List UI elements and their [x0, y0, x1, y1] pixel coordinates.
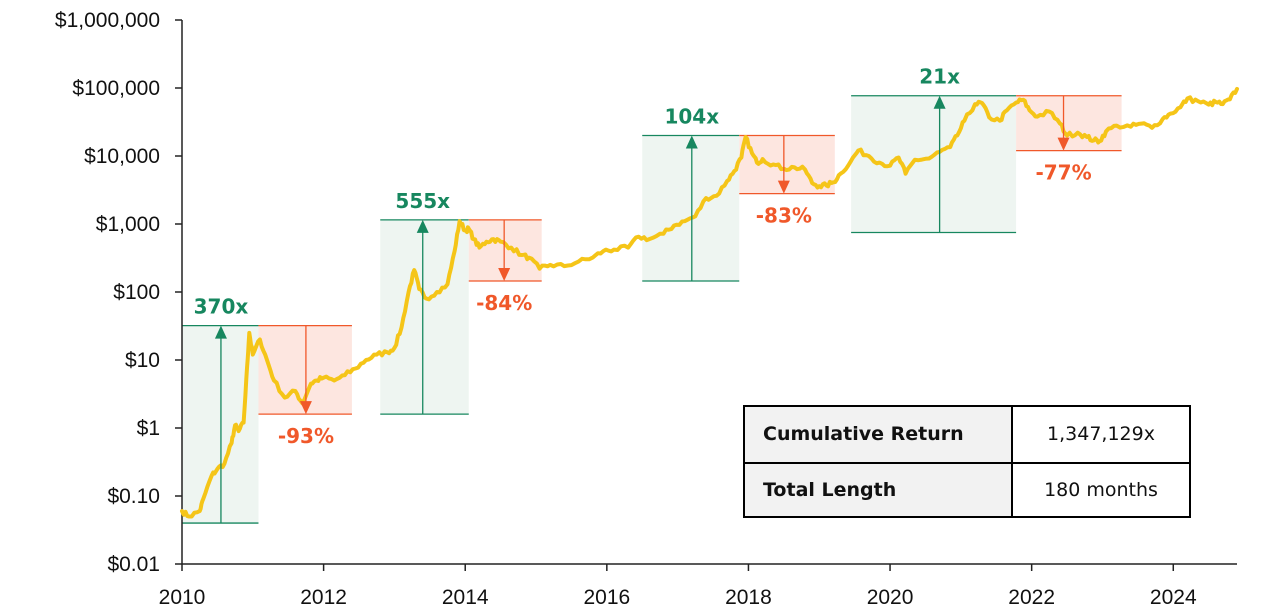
- rally-arrowhead: [933, 95, 946, 109]
- drawdown-arrowhead: [1057, 137, 1070, 151]
- x-tick-label: 2012: [300, 586, 347, 609]
- summary-row-cumulative-return: Cumulative Return 1,347,129x: [745, 407, 1189, 462]
- y-tick-label: $0.10: [107, 485, 160, 508]
- y-tick-label: $1: [137, 417, 160, 440]
- x-tick-label: 2024: [1150, 586, 1197, 609]
- drawdown-percent-label: -77%: [1035, 161, 1091, 185]
- y-tick-label: $100,000: [72, 77, 160, 100]
- y-tick-label: $1,000,000: [55, 9, 160, 32]
- x-tick-label: 2022: [1008, 586, 1055, 609]
- rally-multiple-label: 555x: [395, 189, 450, 213]
- x-tick-label: 2016: [583, 586, 630, 609]
- summary-row-total-length: Total Length 180 months: [745, 461, 1189, 516]
- rally-multiple-label: 370x: [194, 295, 249, 319]
- x-tick-label: 2010: [159, 586, 206, 609]
- drawdown-arrowhead: [777, 180, 790, 194]
- y-tick-label: $0.01: [107, 553, 160, 576]
- summary-value: 1,347,129x: [1047, 423, 1155, 446]
- drawdown-percent-label: -84%: [476, 291, 532, 315]
- price-line: [180, 86, 1239, 519]
- rally-arrowhead: [416, 219, 429, 233]
- drawdown-percent-label: -83%: [756, 204, 812, 228]
- rally-box: [642, 135, 740, 282]
- rally-arrowhead: [685, 135, 698, 149]
- drawdown-arrowhead: [299, 401, 312, 415]
- summary-label: Total Length: [745, 463, 1013, 516]
- y-tick-label: $1,000: [96, 213, 160, 236]
- summary-label: Cumulative Return: [745, 407, 1013, 462]
- drawdown-percent-label: -93%: [278, 424, 334, 448]
- y-tick-label: $10: [125, 349, 160, 372]
- rally-multiple-label: 104x: [664, 105, 719, 129]
- summary-value: 180 months: [1044, 478, 1158, 501]
- x-tick-label: 2018: [725, 586, 772, 609]
- y-tick-label: $10,000: [84, 145, 160, 168]
- x-tick-label: 2020: [867, 586, 914, 609]
- rally-multiple-label: 21x: [919, 65, 960, 89]
- rally-arrowhead: [214, 325, 227, 339]
- drawdown-arrowhead: [498, 268, 511, 282]
- y-tick-label: $100: [113, 281, 160, 304]
- drawdown-box: [1016, 95, 1122, 151]
- summary-table: Cumulative Return 1,347,129x Total Lengt…: [743, 405, 1191, 518]
- x-tick-label: 2014: [442, 586, 489, 609]
- rally-box: [182, 325, 259, 524]
